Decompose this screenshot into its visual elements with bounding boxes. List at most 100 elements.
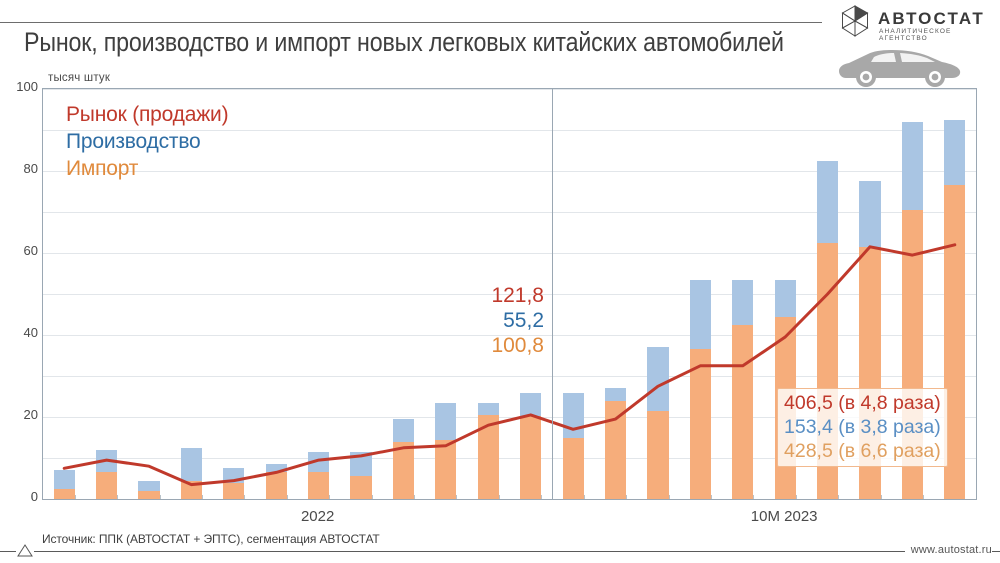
y-axis-tick-label: 40 xyxy=(23,325,38,340)
bar-segment-import xyxy=(604,400,627,499)
triangle-icon xyxy=(16,542,34,558)
page-title: Рынок, производство и импорт новых легко… xyxy=(24,27,784,57)
autostat-logo-mark xyxy=(841,5,869,37)
bar-group xyxy=(138,89,160,499)
bar-segment-production xyxy=(138,480,160,491)
bar-segment-production xyxy=(732,279,754,325)
gridline xyxy=(43,458,976,459)
legend-item-import: Импорт xyxy=(66,157,139,180)
x-axis-tickmark xyxy=(753,495,755,499)
gridline xyxy=(43,253,976,254)
annotation-production-2023: 153,4 (в 3,8 раза) xyxy=(784,416,941,438)
bar-group xyxy=(265,89,287,499)
bar-segment-import xyxy=(265,472,287,499)
y-axis-tick-label: 80 xyxy=(23,161,38,176)
bar-segment-import xyxy=(732,324,754,499)
bar-segment-production xyxy=(816,160,839,243)
gridline xyxy=(43,171,976,172)
annotation-market-2022: 121,8 xyxy=(491,284,544,307)
bar-group xyxy=(350,89,372,499)
annotation-import-2023: 428,5 (в 6,6 раза) xyxy=(784,440,941,462)
bar-segment-import xyxy=(520,415,542,499)
bar-group xyxy=(732,89,754,499)
gridline xyxy=(43,417,976,418)
x-axis-tickmark xyxy=(329,495,331,499)
bar-segment-production xyxy=(689,279,711,350)
x-axis-tickmark xyxy=(795,495,797,499)
x-axis-tickmark xyxy=(583,495,585,499)
autostat-logo: АВТОСТАТ АНАЛИТИЧЕСКОЕ АГЕНТСТВО xyxy=(836,4,1000,42)
site-url: www.autostat.ru xyxy=(904,544,992,556)
annotation-production-2022: 55,2 xyxy=(503,309,544,332)
x-axis-label: 2022 xyxy=(300,508,335,525)
bar-segment-production xyxy=(435,402,457,440)
bar-segment-production xyxy=(774,279,796,317)
bar-group xyxy=(53,89,75,499)
x-axis-tickmark xyxy=(838,495,840,499)
chart-legend: Рынок (продажи) Производство Импорт xyxy=(66,101,229,182)
bar-group xyxy=(944,89,966,499)
x-axis-tickmark xyxy=(498,495,500,499)
bar-segment-import xyxy=(223,482,245,499)
period-2023-totals-annotation: 406,5 (в 4,8 раза) 153,4 (в 3,8 раза) 42… xyxy=(777,388,948,467)
bar-group xyxy=(477,89,499,499)
bar-segment-import xyxy=(477,414,499,499)
bar-segment-production xyxy=(901,121,923,210)
bar-segment-production xyxy=(520,393,542,416)
x-axis-tickmark xyxy=(74,495,76,499)
bar-segment-production xyxy=(859,181,881,247)
bar-segment-production xyxy=(392,419,415,442)
x-axis-tickmark xyxy=(32,495,34,499)
x-axis-tickmark xyxy=(668,495,670,499)
x-axis-tickmark xyxy=(244,495,246,499)
x-axis-tickmark xyxy=(414,495,416,499)
autostat-logo-tagline: АНАЛИТИЧЕСКОЕ АГЕНТСТВО xyxy=(879,28,952,42)
x-axis-tickmark xyxy=(117,495,119,499)
bar-segment-import xyxy=(435,439,457,499)
x-axis-tickmark xyxy=(922,495,924,499)
bar-group xyxy=(520,89,542,499)
footer-divider-rule xyxy=(0,551,1000,552)
x-axis-tickmark xyxy=(159,495,161,499)
gridline xyxy=(43,294,976,295)
x-axis-tickmark xyxy=(710,495,712,499)
bar-segment-import xyxy=(53,488,75,499)
x-axis-tickmark xyxy=(202,495,204,499)
x-axis-tickmark xyxy=(880,495,882,499)
period-2022-totals-annotation: 121,8 55,2 100,8 xyxy=(462,283,544,358)
bar-group xyxy=(392,89,415,499)
legend-item-market: Рынок (продажи) xyxy=(66,103,229,126)
market-sales-polyline xyxy=(62,243,957,487)
y-axis-unit-label: тысяч штук xyxy=(48,72,111,84)
bar-segment-production xyxy=(477,402,499,415)
legend-item-production: Производство xyxy=(66,130,201,153)
autostat-logo-wordmark: АВТОСТАТ xyxy=(878,9,985,28)
annotation-import-2022: 100,8 xyxy=(491,334,544,357)
bar-group xyxy=(689,89,711,499)
bar-segment-import xyxy=(944,185,966,499)
x-axis-tickmark xyxy=(286,495,288,499)
bar-segment-import xyxy=(138,490,160,499)
y-axis-tick-label: 100 xyxy=(16,79,38,94)
bar-group xyxy=(604,89,627,499)
gridline xyxy=(43,376,976,377)
header-rule-logo-gap xyxy=(822,18,1000,27)
car-silhouette-icon xyxy=(839,50,961,87)
bar-segment-production xyxy=(350,451,372,477)
bar-segment-production xyxy=(944,119,966,186)
bar-segment-production xyxy=(180,447,203,481)
header-divider-rule xyxy=(0,22,1000,23)
bar-segment-import xyxy=(647,410,669,499)
gridline xyxy=(43,335,976,336)
period-divider-line xyxy=(551,89,553,499)
bar-segment-import xyxy=(96,472,118,499)
bar-segment-production xyxy=(265,464,287,473)
x-axis-tickmark xyxy=(626,495,628,499)
gridline xyxy=(43,212,976,213)
bar-group xyxy=(308,89,330,499)
gridline xyxy=(43,130,976,131)
y-axis-tick-label: 0 xyxy=(30,489,38,504)
x-axis-tickmark xyxy=(371,495,373,499)
source-note: Источник: ППК (АВТОСТАТ + ЭПТС), сегмент… xyxy=(42,532,380,546)
x-axis-tickmark xyxy=(541,495,543,499)
